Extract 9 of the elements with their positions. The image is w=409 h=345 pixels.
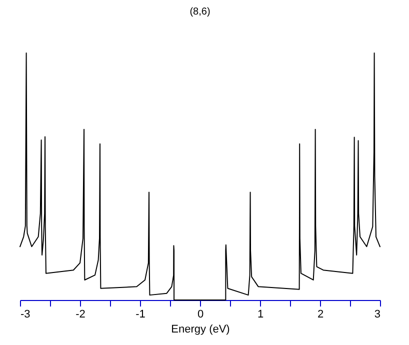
x-axis-title: Energy (eV) — [171, 324, 230, 336]
x-tick-label: 0 — [197, 308, 204, 320]
x-tick-label: 3 — [374, 308, 380, 320]
x-tick-label: 1 — [257, 308, 264, 320]
x-tick-label: -2 — [76, 308, 86, 320]
x-tick-label: -1 — [136, 308, 146, 320]
x-tick-label: 2 — [317, 308, 324, 320]
chart-title: (8,6) — [190, 6, 210, 18]
x-tick-label: -3 — [20, 308, 30, 320]
